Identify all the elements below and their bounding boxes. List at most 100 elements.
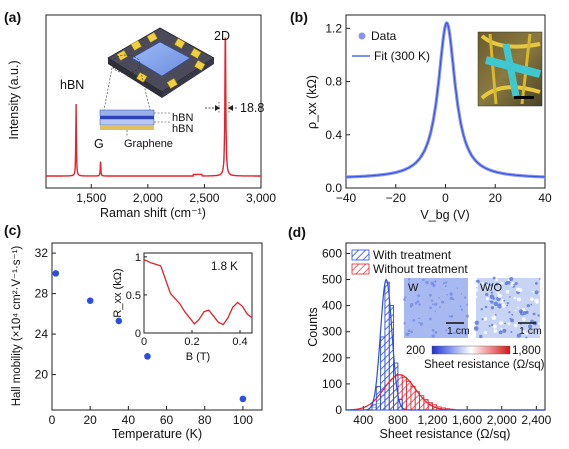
d-ytick-label: 200 bbox=[322, 351, 342, 365]
map-wo-label: W/O bbox=[480, 282, 502, 294]
map-dot bbox=[521, 328, 524, 330]
map-dot bbox=[495, 282, 499, 286]
map-dot bbox=[405, 332, 410, 337]
panel-d-histogram: (d) 400 800 1,200 1,600 2,000 2,400 0 100 200 300… bbox=[288, 224, 552, 441]
panel-c-axes-box bbox=[51, 242, 263, 411]
device-micrograph-inset bbox=[477, 31, 543, 107]
map-dot bbox=[488, 325, 491, 327]
map-dot bbox=[480, 308, 483, 311]
map-dot bbox=[511, 282, 514, 285]
with-treatment-bar bbox=[371, 404, 377, 411]
inset-xtick-label: 0.4 bbox=[232, 336, 247, 348]
2d-peak-label: 2D bbox=[214, 29, 230, 43]
map-dot bbox=[459, 305, 462, 308]
map-dot bbox=[417, 294, 421, 298]
map-dot bbox=[444, 281, 448, 284]
panel-d-letter: (d) bbox=[288, 224, 306, 240]
map-dot bbox=[505, 290, 510, 294]
map-dot bbox=[418, 317, 420, 320]
map-dot bbox=[513, 323, 518, 328]
panel-d-y-label: Counts bbox=[306, 307, 320, 347]
d-xtick-label: 2,000 bbox=[487, 413, 517, 427]
panel-a-y-label: Intensity (a.u.) bbox=[7, 60, 21, 139]
map-dot bbox=[403, 322, 406, 325]
map-dot bbox=[456, 287, 458, 289]
fwhm-marker bbox=[205, 102, 238, 114]
inset-ticks: 0 0.2 0.4 0 0.5 1 bbox=[126, 252, 248, 348]
map-dot bbox=[408, 278, 411, 281]
map-dot bbox=[517, 297, 521, 302]
map-dot bbox=[499, 320, 504, 326]
panel-a-x-ticks: 1,500 2,000 2,500 3,000 bbox=[76, 184, 276, 205]
panel-a-raman: (a) 1,500 2,000 2,500 3,000 Raman shift (cm… bbox=[4, 9, 276, 220]
mobility-point bbox=[239, 395, 247, 403]
map-dot bbox=[418, 303, 421, 306]
map-dot bbox=[509, 296, 511, 298]
map-dot bbox=[537, 314, 540, 317]
panel-b-legend: Data Fit (300 K) bbox=[352, 29, 430, 63]
panel-a-letter: (a) bbox=[4, 9, 21, 25]
map-dot bbox=[474, 288, 479, 293]
raman-spectrum-line bbox=[46, 37, 261, 177]
panel-d-x-label: Sheet resistance (Ω/sq) bbox=[380, 427, 511, 441]
map-dot bbox=[438, 297, 440, 299]
map-dot bbox=[439, 306, 441, 309]
map-dot bbox=[460, 308, 464, 311]
map-dot bbox=[410, 303, 414, 307]
map-dot bbox=[490, 323, 494, 327]
map-dot bbox=[441, 300, 445, 304]
map-dot bbox=[518, 309, 524, 314]
map-dot bbox=[414, 301, 418, 305]
map-dot bbox=[514, 309, 517, 312]
map-dot bbox=[474, 320, 479, 325]
map-dot bbox=[492, 324, 497, 329]
inset-hbn-top-label: hBN bbox=[172, 112, 193, 124]
c-ytick-label: 20 bbox=[35, 368, 49, 382]
g-peak-label: G bbox=[94, 137, 104, 151]
fwhm-value: 18.8 bbox=[240, 101, 264, 115]
map-dot bbox=[503, 299, 506, 302]
map-dot bbox=[450, 315, 454, 318]
map-dot bbox=[490, 291, 494, 294]
map-dot bbox=[460, 293, 462, 295]
with-treatment-bar bbox=[384, 281, 390, 411]
map-dot bbox=[408, 281, 411, 283]
map-dot bbox=[407, 329, 411, 333]
map-dot bbox=[484, 305, 488, 309]
colorbar-min-label: 200 bbox=[406, 345, 425, 357]
map-dot bbox=[416, 300, 420, 303]
map-dot bbox=[535, 300, 539, 304]
map-dot bbox=[499, 282, 502, 285]
map-dot bbox=[492, 276, 496, 280]
colorbar-title: Sheet resistance (Ω/sq) bbox=[424, 359, 545, 371]
map-dot bbox=[434, 331, 438, 334]
b-xtick-label: −40 bbox=[336, 191, 357, 205]
map-dot bbox=[431, 303, 434, 306]
d-xtick-label: 2,400 bbox=[521, 413, 551, 427]
inset-xtick-label: 0 bbox=[141, 336, 147, 348]
map-dot bbox=[481, 318, 484, 321]
map-dot bbox=[483, 331, 487, 335]
map-dot bbox=[496, 291, 500, 295]
d-ytick-label: 600 bbox=[322, 246, 342, 260]
c-xtick-label: 80 bbox=[198, 413, 212, 427]
colorbar-max-label: 1,800 bbox=[512, 345, 541, 357]
with-treatment-bar bbox=[393, 362, 399, 411]
map-dot bbox=[483, 317, 488, 321]
d-xtick-label: 400 bbox=[353, 413, 373, 427]
map-dot bbox=[425, 280, 429, 285]
map-dot bbox=[513, 296, 517, 300]
map-dot bbox=[522, 330, 527, 335]
map-dot bbox=[453, 331, 456, 335]
c-ytick-label: 28 bbox=[35, 287, 49, 301]
map-dot bbox=[429, 317, 432, 321]
map-dot bbox=[532, 312, 536, 316]
map-dot bbox=[497, 303, 502, 309]
map-dot bbox=[456, 327, 459, 330]
without-treatment-bar bbox=[410, 386, 416, 411]
panel-d-ticks: 400 800 1,200 1,600 2,000 2,400 0 100 200 300 400 5… bbox=[322, 246, 552, 427]
inset-y-label: R_xx (kΩ) bbox=[112, 268, 124, 317]
inset-graphene-label: Graphene bbox=[124, 138, 173, 150]
c-ytick-label: 24 bbox=[35, 327, 49, 341]
legend-fit-label: Fit (300 K) bbox=[374, 49, 430, 63]
